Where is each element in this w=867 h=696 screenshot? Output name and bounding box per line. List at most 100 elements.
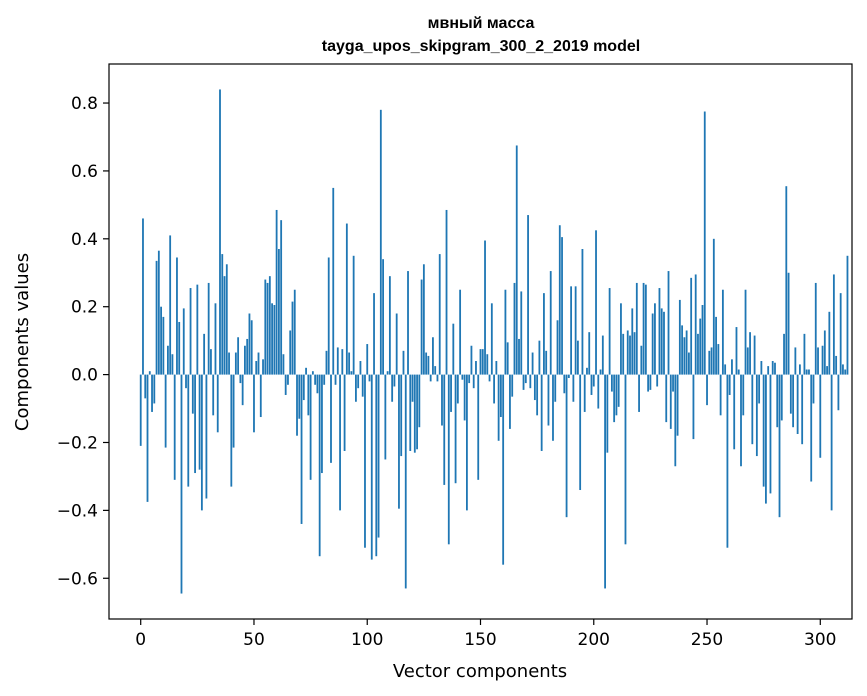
- bar-component-243: [690, 277, 693, 375]
- bar-component-292: [801, 374, 804, 445]
- bar-component-29: [205, 374, 208, 499]
- bar-component-212: [620, 303, 622, 375]
- bar-component-45: [241, 374, 244, 406]
- bar-component-199: [590, 374, 593, 395]
- bar-component-99: [364, 374, 366, 548]
- bar-component-303: [826, 366, 828, 375]
- bar-component-66: [289, 330, 292, 375]
- bar-component-242: [688, 352, 690, 375]
- bar-component-115: [400, 374, 403, 457]
- bar-component-163: [509, 374, 511, 429]
- bar-component-263: [735, 327, 738, 375]
- bar-component-219: [635, 282, 638, 375]
- bar-component-89: [341, 349, 344, 375]
- bar-component-80: [321, 374, 323, 474]
- bar-component-57: [268, 276, 271, 375]
- chart-title-line-2: tayga_upos_skipgram_300_2_2019 model: [322, 38, 640, 55]
- bar-component-137: [450, 374, 452, 412]
- bar-component-269: [749, 332, 751, 375]
- bar-component-42: [234, 352, 237, 375]
- bar-component-27: [200, 374, 203, 511]
- y-tick-label: −0.4: [57, 501, 98, 521]
- bar-component-144: [466, 374, 468, 511]
- bar-component-171: [527, 215, 529, 375]
- bar-component-84: [330, 374, 332, 463]
- bar-component-188: [565, 374, 568, 518]
- bar-component-287: [789, 374, 792, 414]
- bar-component-191: [572, 374, 575, 402]
- bar-component-145: [468, 374, 471, 384]
- bar-component-1: [142, 218, 144, 375]
- bar-component-40: [230, 374, 233, 487]
- bar-component-205: [604, 374, 606, 589]
- bar-component-298: [814, 282, 817, 375]
- bar-component-310: [842, 364, 844, 375]
- bar-component-124: [420, 279, 423, 375]
- bar-component-207: [608, 288, 611, 375]
- bar-component-133: [441, 374, 443, 426]
- bar-component-88: [339, 374, 341, 511]
- bar-component-215: [626, 330, 629, 375]
- bar-component-271: [753, 335, 756, 375]
- bar-component-71: [300, 374, 303, 524]
- bar-component-218: [633, 332, 636, 375]
- bar-component-164: [511, 374, 514, 397]
- bar-component-126: [425, 352, 428, 375]
- bar-component-275: [762, 374, 765, 487]
- bar-component-182: [552, 374, 554, 441]
- bar-component-300: [819, 374, 822, 458]
- bar-component-195: [581, 249, 584, 375]
- bar-component-92: [348, 352, 351, 375]
- bar-component-128: [429, 374, 432, 382]
- bar-component-20: [185, 374, 187, 389]
- bar-component-21: [187, 374, 190, 487]
- bar-component-8: [157, 250, 160, 375]
- bar-component-193: [577, 340, 579, 375]
- bar-component-79: [318, 374, 321, 557]
- bar-component-245: [694, 274, 697, 375]
- bar-component-247: [699, 318, 702, 375]
- bar-component-297: [812, 374, 815, 404]
- bar-component-51: [255, 361, 258, 375]
- bar-component-35: [219, 89, 221, 375]
- bar-component-168: [520, 291, 523, 375]
- x-tick-label: 50: [243, 630, 265, 650]
- bar-component-206: [606, 374, 609, 453]
- bar-component-136: [447, 374, 450, 545]
- bar-component-177: [540, 374, 543, 451]
- y-tick-label: 0.6: [71, 162, 98, 182]
- bar-component-129: [432, 337, 434, 375]
- bar-component-82: [325, 350, 328, 375]
- bar-component-266: [742, 374, 745, 416]
- bar-component-15: [173, 374, 176, 480]
- bar-component-236: [674, 374, 677, 467]
- bar-component-291: [798, 364, 801, 375]
- bar-component-117: [404, 374, 407, 589]
- bar-component-224: [647, 374, 650, 392]
- bar-component-110: [388, 276, 391, 375]
- x-tick-label: 150: [464, 630, 496, 650]
- bar-component-135: [445, 209, 448, 375]
- bar-component-249: [703, 111, 706, 375]
- bar-component-139: [454, 374, 457, 484]
- bar-component-97: [359, 361, 362, 375]
- bar-component-46: [244, 345, 246, 375]
- bar-component-142: [461, 374, 464, 380]
- bar-component-96: [357, 374, 360, 389]
- bar-component-67: [291, 301, 294, 375]
- bar-component-189: [567, 374, 570, 378]
- bar-component-30: [207, 282, 210, 375]
- bar-component-221: [640, 345, 643, 375]
- y-tick-label: −0.6: [57, 569, 98, 589]
- bar-component-312: [846, 255, 849, 375]
- chart-title-line-1: мвный масса: [428, 15, 535, 32]
- bar-component-127: [427, 355, 430, 375]
- bar-component-259: [726, 374, 729, 548]
- bar-component-147: [472, 374, 475, 389]
- bar-component-125: [422, 264, 425, 375]
- bar-component-12: [166, 345, 169, 375]
- bar-component-216: [629, 335, 631, 375]
- bar-component-289: [794, 347, 797, 375]
- bar-component-270: [751, 374, 754, 445]
- bar-component-244: [692, 374, 695, 440]
